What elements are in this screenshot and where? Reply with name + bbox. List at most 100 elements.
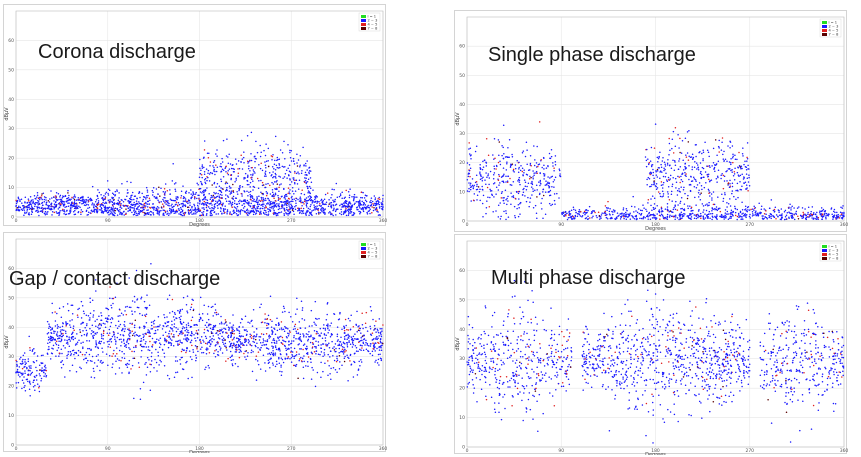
scatter-point — [801, 217, 803, 219]
scatter-point — [537, 163, 540, 166]
scatter-point — [87, 347, 89, 350]
scatter-point — [309, 192, 312, 195]
scatter-point — [158, 214, 161, 216]
scatter-point — [291, 195, 293, 198]
scatter-point — [765, 210, 767, 212]
scatter-point — [362, 209, 364, 211]
scatter-point — [554, 203, 556, 205]
scatter-point — [112, 199, 115, 202]
scatter-point — [724, 212, 727, 214]
scatter-point — [551, 185, 553, 188]
scatter-point — [124, 363, 127, 366]
scatter-point — [171, 206, 174, 209]
scatter-point — [629, 212, 631, 214]
scatter-point — [693, 217, 696, 219]
scatter-point — [747, 181, 750, 183]
scatter-point — [296, 162, 298, 164]
scatter-point — [701, 152, 703, 155]
scatter-point — [725, 215, 727, 218]
scatter-point — [208, 323, 210, 326]
scatter-point — [91, 199, 93, 201]
scatter-point — [525, 141, 528, 143]
scatter-point — [289, 171, 292, 173]
scatter-point — [583, 210, 586, 213]
scatter-point — [299, 196, 302, 198]
scatter-point — [822, 208, 825, 211]
scatter-point — [314, 207, 316, 210]
scatter-point — [95, 208, 98, 211]
scatter-point — [345, 200, 348, 203]
scatter-point — [279, 207, 281, 210]
scatter-point — [79, 351, 82, 354]
scatter-point — [106, 341, 109, 343]
scatter-point — [151, 345, 153, 348]
scatter-point — [242, 209, 244, 212]
scatter-point — [151, 344, 154, 346]
scatter-point — [746, 142, 749, 144]
x-tick-label: 0 — [466, 222, 469, 228]
scatter-point — [93, 362, 96, 364]
scatter-point — [196, 332, 199, 335]
scatter-point — [622, 214, 625, 217]
scatter-point — [836, 211, 838, 214]
scatter-point — [43, 196, 46, 198]
scatter-point — [702, 211, 704, 213]
scatter-point — [305, 181, 308, 183]
scatter-point — [554, 161, 557, 163]
scatter-point — [745, 215, 747, 217]
scatter-point — [118, 359, 120, 362]
scatter-point — [584, 217, 587, 220]
scatter-point — [215, 164, 217, 166]
scatter-point — [292, 157, 295, 160]
scatter-point — [159, 324, 161, 326]
scatter-point — [252, 206, 255, 208]
scatter-point — [182, 205, 184, 208]
scatter-point — [169, 312, 171, 314]
scatter-point — [309, 197, 311, 200]
scatter-point — [138, 202, 141, 205]
scatter-point — [518, 168, 520, 170]
scatter-point — [529, 154, 532, 157]
scatter-point — [527, 196, 529, 199]
scatter-point — [367, 204, 369, 207]
scatter-point — [166, 298, 169, 300]
scatter-point — [138, 212, 140, 215]
scatter-point — [526, 149, 528, 151]
scatter-point — [73, 198, 76, 201]
scatter-point — [144, 363, 146, 365]
scatter-point — [647, 198, 650, 201]
scatter-point — [26, 210, 28, 212]
scatter-point — [726, 202, 728, 204]
scatter-point — [32, 381, 34, 384]
scatter-point — [47, 211, 49, 213]
scatter-point — [339, 212, 341, 215]
scatter-point — [150, 328, 152, 330]
scatter-point — [795, 212, 797, 215]
scatter-point — [87, 204, 90, 206]
scatter-point — [811, 206, 814, 208]
scatter-point — [341, 197, 343, 199]
scatter-point — [94, 346, 97, 348]
scatter-point — [653, 180, 655, 182]
scatter-point — [206, 349, 208, 351]
scatter-point — [533, 164, 536, 167]
scatter-point — [197, 194, 199, 197]
scatter-point — [290, 181, 293, 183]
scatter-point — [182, 296, 185, 299]
scatter-point — [67, 197, 70, 199]
scatter-point — [488, 183, 490, 186]
scatter-point — [656, 213, 658, 215]
scatter-point — [828, 213, 830, 216]
scatter-point — [104, 323, 106, 325]
scatter-point — [199, 296, 202, 299]
scatter-point — [711, 212, 714, 215]
y-axis-label: dBµV — [4, 335, 10, 349]
legend-swatch — [361, 15, 366, 18]
scatter-point — [153, 319, 156, 322]
scatter-point — [175, 326, 177, 329]
scatter-point — [177, 344, 179, 346]
scatter-point — [128, 371, 130, 373]
scatter-point — [178, 312, 181, 314]
scatter-point — [359, 199, 361, 202]
scatter-point — [125, 213, 127, 215]
